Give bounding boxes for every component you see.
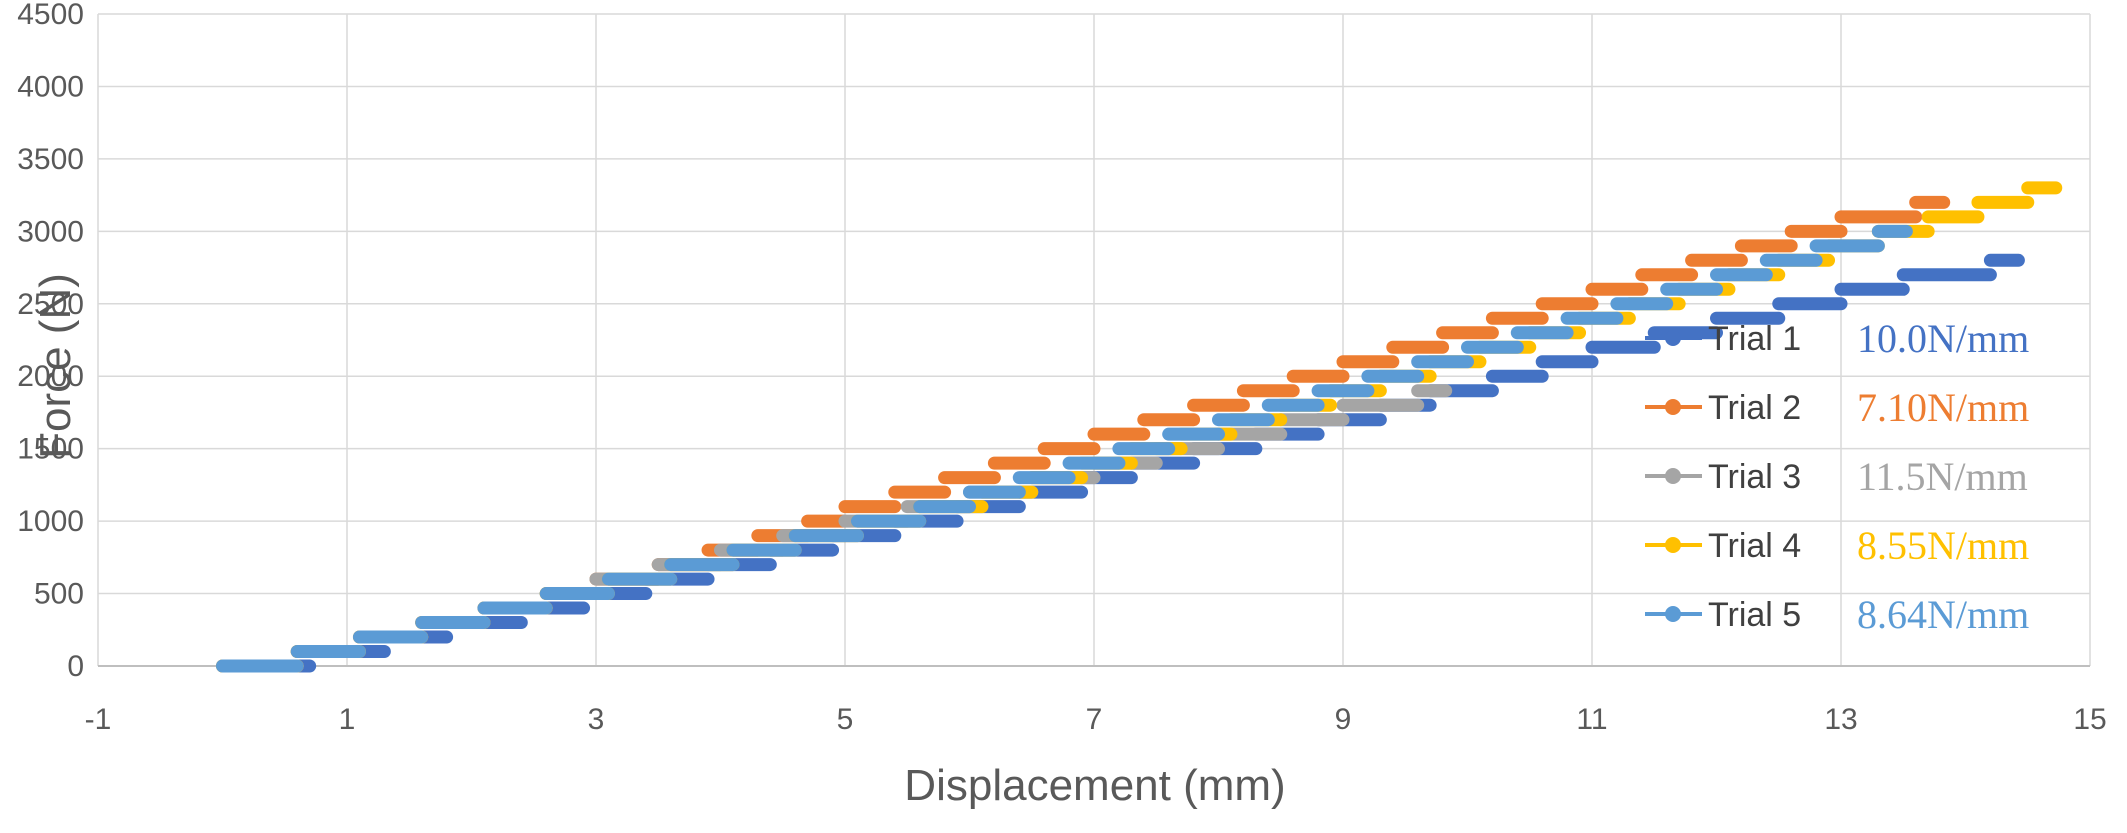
y-tick-label: 1000 bbox=[17, 505, 84, 538]
stiffness-label: 8.64N/mm bbox=[1857, 592, 2029, 637]
x-tick-label: 9 bbox=[1335, 703, 1352, 736]
y-tick-labels: 0 500 1000 1500 2000 2500 3000 3500 4000 4500 bbox=[17, 0, 84, 683]
series-3-points bbox=[216, 384, 1453, 673]
x-tick-label: 3 bbox=[588, 703, 605, 736]
y-tick-label: 500 bbox=[34, 578, 84, 611]
series-2-points bbox=[216, 195, 1951, 673]
x-axis-title: Displacement (mm) bbox=[904, 761, 1285, 810]
y-tick-label: 2000 bbox=[17, 360, 84, 393]
x-tick-label: 5 bbox=[837, 703, 854, 736]
legend-marker bbox=[1665, 399, 1681, 415]
data-points bbox=[216, 181, 2063, 673]
y-tick-label: 1500 bbox=[17, 433, 84, 466]
y-tick-label: 2500 bbox=[17, 288, 84, 321]
stiffness-label: 10.0N/mm bbox=[1857, 316, 2029, 361]
y-tick-label: 4500 bbox=[17, 0, 84, 31]
stiffness-label: 8.55N/mm bbox=[1857, 523, 2029, 568]
legend-label: Trial 5 bbox=[1708, 596, 1801, 634]
legend-marker bbox=[1665, 330, 1681, 346]
legend-item-trial-2: Trial 2 7.10N/mm bbox=[1645, 385, 2029, 430]
legend-marker bbox=[1665, 468, 1681, 484]
x-tick-label: -1 bbox=[85, 703, 112, 736]
legend-item-trial-1: Trial 1 10.0N/mm bbox=[1645, 316, 2029, 361]
y-axis-title: Force (N) bbox=[31, 273, 80, 459]
legend-marker bbox=[1665, 606, 1681, 622]
x-tick-label: 11 bbox=[1576, 703, 1607, 736]
stiffness-label: 11.5N/mm bbox=[1857, 454, 2028, 499]
legend-item-trial-3: Trial 3 11.5N/mm bbox=[1645, 454, 2028, 499]
stiffness-label: 7.10N/mm bbox=[1857, 385, 2029, 430]
legend-marker bbox=[1665, 537, 1681, 553]
x-tick-labels: -1 1 3 5 7 9 11 13 15 bbox=[85, 703, 2107, 736]
y-tick-label: 0 bbox=[67, 650, 84, 683]
legend-label: Trial 2 bbox=[1708, 389, 1801, 427]
x-tick-label: 7 bbox=[1086, 703, 1103, 736]
x-tick-label: 13 bbox=[1824, 703, 1857, 736]
x-tick-label: 1 bbox=[339, 703, 356, 736]
legend-label: Trial 3 bbox=[1708, 458, 1801, 496]
y-tick-label: 3000 bbox=[17, 215, 84, 248]
legend-label: Trial 4 bbox=[1708, 527, 1801, 565]
legend-item-trial-4: Trial 4 8.55N/mm bbox=[1645, 523, 2029, 568]
x-tick-label: 15 bbox=[2073, 703, 2106, 736]
y-tick-label: 3500 bbox=[17, 143, 84, 176]
series-5-points bbox=[216, 224, 1913, 673]
legend-item-trial-5: Trial 5 8.64N/mm bbox=[1645, 592, 2029, 637]
legend: Trial 1 10.0N/mm Trial 2 7.10N/mm Trial 3 11.… bbox=[1645, 316, 2029, 637]
legend-label: Trial 1 bbox=[1708, 320, 1801, 358]
y-tick-label: 4000 bbox=[17, 70, 84, 103]
